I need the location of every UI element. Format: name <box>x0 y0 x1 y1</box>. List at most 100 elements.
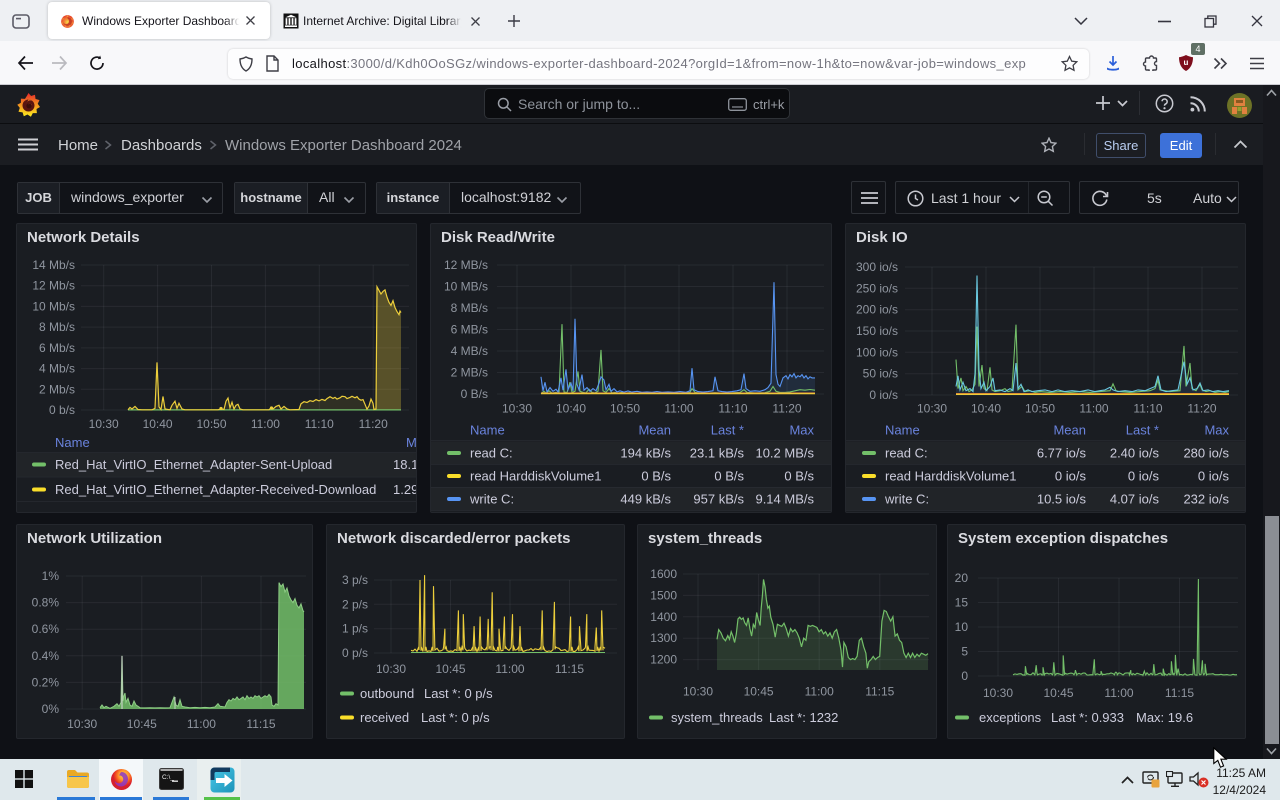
svg-text:2 Mb/s: 2 Mb/s <box>39 382 75 396</box>
svg-text:1600: 1600 <box>650 567 677 581</box>
svg-text:11:00: 11:00 <box>805 685 834 699</box>
svg-text:11:10: 11:10 <box>1133 402 1162 416</box>
svg-text:14 Mb/s: 14 Mb/s <box>32 258 75 272</box>
svg-text:10:30: 10:30 <box>983 686 1013 700</box>
svg-text:0 p/s: 0 p/s <box>342 646 368 660</box>
svg-text:12 Mb/s: 12 Mb/s <box>32 279 75 293</box>
svg-text:10:45: 10:45 <box>1043 686 1073 700</box>
svg-text:Max: Max <box>1204 423 1229 438</box>
svg-text:Disk Read/Write: Disk Read/Write <box>441 229 555 246</box>
svg-text:1.29 MB/s: 1.29 MB/s <box>393 482 416 497</box>
svg-text:read C:: read C: <box>470 446 513 461</box>
svg-text:280 io/s: 280 io/s <box>1183 446 1229 461</box>
svg-text:write C:: write C: <box>884 492 929 507</box>
svg-text:2.40 io/s: 2.40 io/s <box>1110 446 1160 461</box>
svg-text:0 io/s: 0 io/s <box>869 388 898 402</box>
svg-text:2 MB/s: 2 MB/s <box>451 366 488 380</box>
svg-text:4 MB/s: 4 MB/s <box>451 344 488 358</box>
svg-text:Name: Name <box>55 435 90 450</box>
svg-text:10:50: 10:50 <box>1025 402 1055 416</box>
svg-text:1 p/s: 1 p/s <box>342 622 368 636</box>
svg-text:18.1 kB/s: 18.1 kB/s <box>393 457 416 472</box>
svg-text:10:30: 10:30 <box>67 717 97 731</box>
svg-text:11:20: 11:20 <box>359 417 388 431</box>
svg-text:2 p/s: 2 p/s <box>342 597 368 611</box>
svg-text:Name: Name <box>885 423 920 438</box>
svg-text:11:00: 11:00 <box>187 717 216 731</box>
svg-text:100 io/s: 100 io/s <box>856 345 898 359</box>
svg-text:150 io/s: 150 io/s <box>856 324 898 338</box>
svg-text:write C:: write C: <box>469 492 514 507</box>
svg-text:Red_Hat_VirtIO_Ethernet_Adapte: Red_Hat_VirtIO_Ethernet_Adapter-Sent-Upl… <box>55 457 332 472</box>
svg-text:10:30: 10:30 <box>502 402 532 416</box>
svg-text:Last *: 0.933: Last *: 0.933 <box>1051 710 1124 725</box>
svg-text:10 MB/s: 10 MB/s <box>444 280 488 294</box>
svg-text:0 io/s: 0 io/s <box>1128 469 1160 484</box>
svg-text:Network discarded/error packet: Network discarded/error packets <box>337 530 570 547</box>
svg-text:Red_Hat_VirtIO_Ethernet_Adapte: Red_Hat_VirtIO_Ethernet_Adapter-Received… <box>55 482 376 497</box>
svg-text:0 B/s: 0 B/s <box>461 387 488 401</box>
svg-text:outbound: outbound <box>360 686 414 701</box>
svg-text:250 io/s: 250 io/s <box>856 281 898 295</box>
svg-text:4 Mb/s: 4 Mb/s <box>39 362 75 376</box>
svg-text:Last *: 0 p/s: Last *: 0 p/s <box>424 686 493 701</box>
svg-text:11:00: 11:00 <box>1079 402 1108 416</box>
svg-text:Last *: Last * <box>711 423 744 438</box>
svg-text:Mean: Mean <box>1053 423 1086 438</box>
svg-text:0.8%: 0.8% <box>32 596 60 610</box>
svg-text:0.2%: 0.2% <box>32 675 60 689</box>
svg-text:C:\_: C:\_ <box>162 774 174 781</box>
svg-text:10:50: 10:50 <box>610 402 640 416</box>
svg-text:11:15: 11:15 <box>246 717 275 731</box>
svg-text:232 io/s: 232 io/s <box>1183 492 1229 507</box>
svg-text:0.4%: 0.4% <box>32 649 60 663</box>
svg-text:194 kB/s: 194 kB/s <box>620 446 671 461</box>
svg-text:11:15: 11:15 <box>555 662 584 676</box>
svg-text:10:40: 10:40 <box>143 417 173 431</box>
svg-text:10:45: 10:45 <box>127 717 157 731</box>
svg-text:10:50: 10:50 <box>196 417 226 431</box>
svg-text:10 Mb/s: 10 Mb/s <box>32 299 75 313</box>
svg-text:11:00: 11:00 <box>664 402 693 416</box>
svg-text:0.6%: 0.6% <box>32 622 60 636</box>
svg-text:1300: 1300 <box>650 631 677 645</box>
svg-text:6.77 io/s: 6.77 io/s <box>1037 446 1087 461</box>
svg-text:Mean: Mean <box>638 423 671 438</box>
svg-text:10.2 MB/s: 10.2 MB/s <box>755 446 814 461</box>
svg-text:Disk IO: Disk IO <box>856 229 908 246</box>
svg-text:system_threads: system_threads <box>648 530 762 547</box>
svg-text:8 MB/s: 8 MB/s <box>451 301 488 315</box>
svg-text:System exception dispatches: System exception dispatches <box>958 530 1168 547</box>
svg-text:0%: 0% <box>42 702 60 716</box>
svg-text:0: 0 <box>961 669 968 683</box>
svg-text:10:40: 10:40 <box>556 402 586 416</box>
svg-text:10.5 io/s: 10.5 io/s <box>1037 492 1087 507</box>
svg-text:1%: 1% <box>42 569 60 583</box>
svg-text:0 B/s: 0 B/s <box>784 469 814 484</box>
svg-text:300 io/s: 300 io/s <box>856 260 898 274</box>
svg-text:10:45: 10:45 <box>435 662 465 676</box>
svg-text:9.14 MB/s: 9.14 MB/s <box>755 492 814 507</box>
svg-text:20: 20 <box>955 571 969 585</box>
svg-text:449 kB/s: 449 kB/s <box>620 492 671 507</box>
svg-text:15: 15 <box>955 596 969 610</box>
svg-text:0 io/s: 0 io/s <box>1055 469 1087 484</box>
svg-text:11:20: 11:20 <box>772 402 801 416</box>
svg-text:10:30: 10:30 <box>683 685 713 699</box>
svg-text:5: 5 <box>961 645 968 659</box>
svg-text:11:15: 11:15 <box>865 685 894 699</box>
svg-text:957 kB/s: 957 kB/s <box>693 492 744 507</box>
svg-text:1500: 1500 <box>650 588 677 602</box>
svg-text:200 io/s: 200 io/s <box>856 303 898 317</box>
svg-text:8 Mb/s: 8 Mb/s <box>39 320 75 334</box>
svg-text:11:20: 11:20 <box>1187 402 1216 416</box>
svg-text:10:30: 10:30 <box>89 417 119 431</box>
svg-text:23.1 kB/s: 23.1 kB/s <box>690 446 745 461</box>
svg-text:0 b/s: 0 b/s <box>49 403 75 417</box>
svg-text:11:00: 11:00 <box>1104 686 1133 700</box>
svg-text:1400: 1400 <box>650 610 677 624</box>
svg-text:50 io/s: 50 io/s <box>863 367 898 381</box>
svg-text:read HarddiskVolume1: read HarddiskVolume1 <box>470 469 602 484</box>
svg-text:10:45: 10:45 <box>744 685 774 699</box>
svg-text:6 Mb/s: 6 Mb/s <box>39 341 75 355</box>
